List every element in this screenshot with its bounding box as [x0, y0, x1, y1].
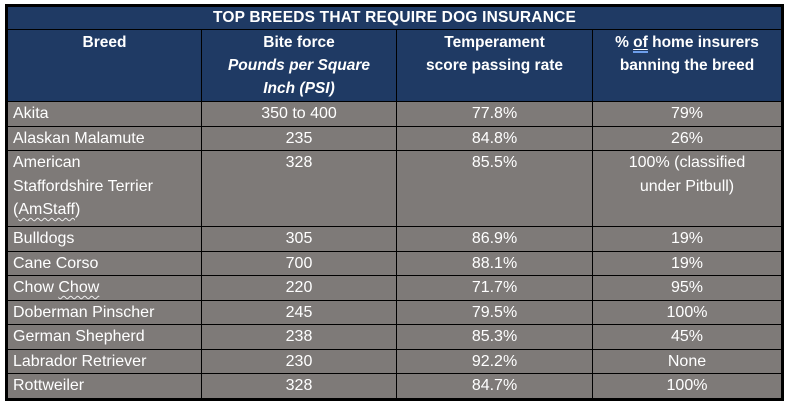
breed-name: Labrador Retriever	[13, 352, 147, 370]
breed-cell: Cane Corso	[6, 250, 202, 276]
header-bite-force-unit-line2: Inch (PSI)	[263, 80, 335, 97]
breed-cell: German Shepherd	[6, 324, 202, 350]
ban-rate-cell: 19%	[592, 226, 783, 252]
breed-cell: American Staffordshire Terrier (AmStaff)	[6, 150, 202, 227]
header-temperament-line2: score passing rate	[426, 57, 563, 74]
breed-cell: Rottweiler	[6, 373, 202, 400]
bite-force-cell: 328	[201, 150, 397, 227]
header-temperament-line1: Temperament	[444, 34, 545, 51]
bite-force-cell: 230	[201, 348, 397, 374]
temperament-cell: 86.9%	[396, 226, 593, 252]
ban-rate-cell: 26%	[592, 125, 783, 151]
table-row-labrador-retriever: Labrador Retriever 230 92.2% None	[6, 348, 783, 374]
temperament-cell: 71.7%	[396, 275, 593, 301]
ban-rate-cell: 100% (classified under Pitbull)	[592, 150, 783, 227]
ban-rate-cell: 45%	[592, 324, 783, 350]
ban-rate-cell: None	[592, 348, 783, 374]
header-temperament: Temperament score passing rate	[396, 29, 593, 102]
temperament-cell: 85.5%	[396, 150, 593, 227]
breed-name: American Staffordshire Terrier (	[13, 154, 153, 218]
temperament-cell: 84.7%	[396, 373, 593, 400]
breed-cell: Doberman Pinscher	[6, 299, 202, 325]
table-row-german-shepherd: German Shepherd 238 85.3% 45%	[6, 324, 783, 350]
ban-rate-cell: 100%	[592, 373, 783, 400]
header-bite-force: Bite force Pounds per Square Inch (PSI)	[201, 29, 397, 102]
table-row-bulldogs: Bulldogs 305 86.9% 19%	[6, 226, 783, 252]
table-row-chow-chow: Chow Chow 220 71.7% 95%	[6, 275, 783, 301]
bite-force-cell: 328	[201, 373, 397, 400]
header-insurers-suffix: home insurers banning the breed	[619, 34, 759, 74]
breed-name-suffix: )	[74, 201, 81, 218]
bite-force-cell: 245	[201, 299, 397, 325]
table-row-alaskan-malamute: Alaskan Malamute 235 84.8% 26%	[6, 125, 783, 151]
breed-name: German Shepherd	[13, 328, 145, 345]
ban-rate-cell: 19%	[592, 250, 783, 276]
temperament-cell: 88.1%	[396, 250, 593, 276]
breed-cell: Bulldogs	[6, 226, 202, 252]
table-row-cane-corso: Cane Corso 700 88.1% 19%	[6, 250, 783, 276]
bite-force-cell: 235	[201, 125, 397, 151]
header-insurers-grammar-underline: of	[633, 34, 648, 53]
ban-rate-cell: 79%	[592, 101, 783, 127]
header-insurers-ban: % of home insurers banning the breed	[592, 29, 783, 102]
table-title: TOP BREEDS THAT REQUIRE DOG INSURANCE	[6, 5, 783, 30]
breed-name: Doberman Pinscher	[13, 303, 155, 321]
ban-rate-cell: 100%	[592, 299, 783, 325]
bite-force-cell: 305	[201, 226, 397, 252]
temperament-cell: 79.5%	[396, 299, 593, 325]
temperament-cell: 77.8%	[396, 101, 593, 127]
table-header-row: Breed Bite force Pounds per Square Inch …	[6, 29, 783, 102]
breed-name-spellcheck: AmStaff	[18, 201, 75, 218]
bite-force-cell: 220	[201, 275, 397, 301]
breed-name: Akita	[13, 105, 49, 122]
breed-name: Chow	[13, 279, 59, 296]
bite-force-cell: 238	[201, 324, 397, 350]
dog-insurance-table: TOP BREEDS THAT REQUIRE DOG INSURANCE Br…	[5, 4, 784, 401]
breed-name: Rottweiler	[13, 377, 85, 394]
header-bite-force-unit-line1: Pounds per Square	[227, 57, 371, 74]
ban-rate-cell: 95%	[592, 275, 783, 301]
breed-cell: Labrador Retriever	[6, 348, 202, 374]
header-breed-label: Breed	[82, 34, 127, 51]
temperament-cell: 85.3%	[396, 324, 593, 350]
table-row-rottweiler: Rottweiler 328 84.7% 100%	[6, 373, 783, 400]
breed-cell: Alaskan Malamute	[6, 125, 202, 151]
breed-name: Bulldogs	[13, 230, 75, 247]
temperament-cell: 84.8%	[396, 125, 593, 151]
breed-cell: Akita	[6, 101, 202, 127]
breed-name: Cane Corso	[13, 254, 99, 272]
table-title-row: TOP BREEDS THAT REQUIRE DOG INSURANCE	[6, 5, 783, 30]
breed-name-spellcheck: Chow	[58, 279, 100, 296]
breed-cell: Chow Chow	[6, 275, 202, 301]
bite-force-cell: 350 to 400	[201, 101, 397, 127]
breed-name: Alaskan Malamute	[13, 129, 145, 147]
temperament-cell: 92.2%	[396, 348, 593, 374]
header-insurers-prefix: %	[615, 34, 634, 51]
table-row-akita: Akita 350 to 400 77.8% 79%	[6, 101, 783, 127]
bite-force-cell: 700	[201, 250, 397, 276]
table-row-amstaff: American Staffordshire Terrier (AmStaff)…	[6, 150, 783, 227]
header-breed: Breed	[6, 29, 202, 102]
header-bite-force-label: Bite force	[263, 34, 335, 51]
table-row-doberman-pinscher: Doberman Pinscher 245 79.5% 100%	[6, 299, 783, 325]
